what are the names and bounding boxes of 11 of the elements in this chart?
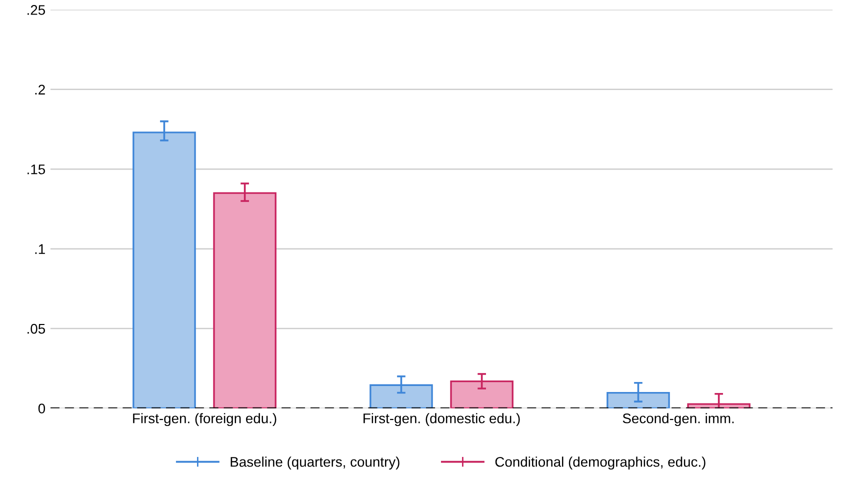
y-tick-label: .1: [35, 244, 45, 254]
y-tick-label: .2: [35, 84, 45, 94]
legend-label: Conditional (demographics, educ.): [495, 456, 706, 470]
y-tick-label: .05: [28, 324, 46, 334]
x-tick-label: First-gen. (domestic edu.): [364, 413, 520, 426]
y-tick-label: 0: [38, 404, 46, 414]
y-tick-label: .15: [28, 164, 46, 174]
y-tick-label: .25: [28, 5, 46, 15]
x-tick-label: Second-gen. imm.: [622, 413, 734, 426]
legend-label: Baseline (quarters, country): [230, 456, 400, 470]
x-tick-label: First-gen. (foreign edu.): [133, 413, 276, 426]
